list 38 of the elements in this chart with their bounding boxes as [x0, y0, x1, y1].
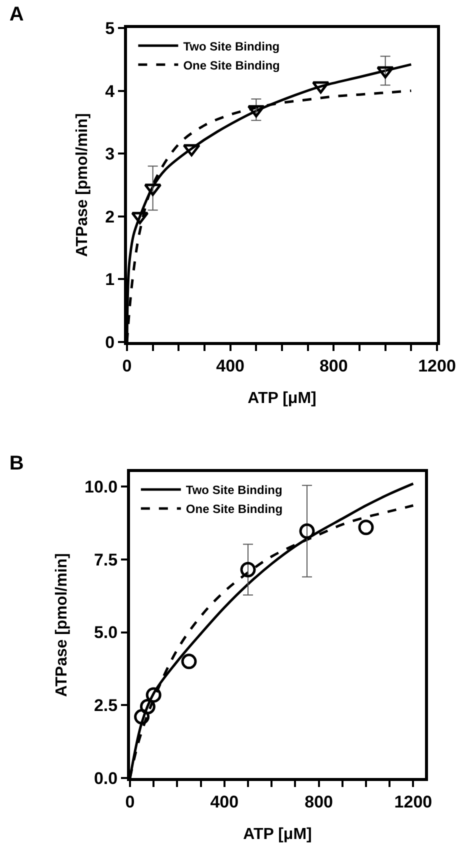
point — [358, 520, 374, 536]
x-axis-title: ATP [μM] — [243, 826, 312, 844]
y-tick-label: 3 — [105, 144, 115, 164]
y-tick-label: 10.0 — [84, 478, 118, 497]
point — [140, 698, 156, 714]
point — [240, 562, 256, 578]
legend-label: Two Site Binding — [183, 39, 280, 54]
y-tick-label: 0 — [105, 332, 115, 352]
point — [134, 709, 150, 725]
y-axis-title: ATPase [pmol/min] — [74, 113, 92, 257]
legend-label: Two Site Binding — [186, 483, 282, 498]
point — [299, 523, 315, 539]
x-tick-label: 800 — [304, 792, 333, 812]
x-tick-label: 0 — [122, 356, 132, 376]
point — [131, 212, 149, 224]
x-tick-label: 400 — [210, 792, 239, 812]
point — [146, 687, 162, 703]
x-tick-label: 1200 — [418, 356, 456, 376]
y-tick-label: 4 — [105, 82, 116, 101]
x-tick-label: 800 — [319, 356, 348, 376]
y-tick-label: 7.5 — [94, 550, 118, 570]
point — [181, 654, 197, 670]
legend-label: One Site Binding — [183, 58, 280, 72]
y-tick-label: 0.0 — [94, 768, 118, 788]
chart-title: B — [9, 452, 24, 475]
x-tick-label: 1200 — [394, 792, 432, 812]
y-tick-label: 1 — [105, 270, 115, 290]
x-tick-label: 400 — [216, 356, 245, 376]
y-tick-label: 2 — [105, 207, 115, 226]
legend-label: One Site Binding — [186, 502, 283, 516]
y-tick-label: 2.5 — [94, 696, 118, 716]
point — [312, 81, 330, 94]
x-tick-label: 0 — [125, 792, 135, 812]
y-tick-label: 5 — [105, 18, 115, 38]
y-axis-title: ATPase [pmol/min] — [53, 553, 70, 697]
x-axis-title: ATP [μM] — [248, 390, 316, 408]
y-tick-label: 5.0 — [94, 623, 118, 642]
chart-title: A — [9, 3, 24, 26]
